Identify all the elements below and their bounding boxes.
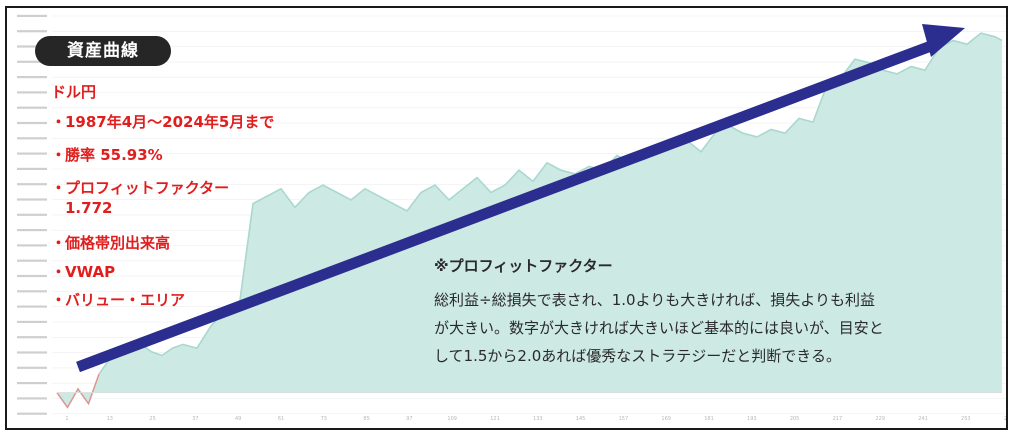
y-tick-label [17,121,47,125]
y-tick-label [17,198,47,201]
explanation-line: が大きい。数字が大きければ大きいほど基本的には良いが、目安と [434,319,884,337]
y-tick-label [17,412,47,415]
note-pair: ドル円 [51,83,97,101]
x-tick-label: 253 [961,416,971,422]
x-tick-label: 49 [235,416,241,422]
explanation-line: して1.5から2.0あれば優秀なストラテジーだと判断できる。 [434,347,841,365]
x-tick-label: 13 [107,416,113,422]
y-tick-label [17,76,47,79]
y-tick-label [17,30,47,33]
x-tick-label: 97 [406,416,412,422]
y-tick-label [17,274,47,278]
x-tick-label: 61 [278,416,284,422]
x-tick-label: 193 [747,416,757,422]
y-tick-label [17,259,47,262]
x-tick-label: 217 [833,416,843,422]
y-tick-label [17,305,47,308]
note-indicator-3: バリュー・エリア [65,291,186,309]
x-tick-label: 205 [790,416,800,422]
y-tick-label [17,320,47,323]
x-tick-label: 85 [363,416,369,422]
y-tick-label [17,60,47,63]
explanation-title: ※プロフィットファクター [434,257,613,275]
equity-area [57,33,1002,408]
x-tick-label: 109 [447,416,457,422]
trend-arrow-shaft [76,40,933,373]
y-tick-label [17,213,47,216]
note-period: 1987年4月〜2024年5月まで [65,113,275,131]
note-winrate: 勝率 55.93% [65,146,163,164]
y-tick-label [17,106,47,109]
y-tick-label [17,14,47,17]
x-tick-label: 229 [875,416,885,422]
chart-frame: 1 13 25 37 49 61 73 85 97 109 121 133 145 157 169 181 19… [5,6,1008,430]
x-tick-label: 121 [490,416,500,422]
explanation-line: 総利益÷総損失で表され、1.0よりも大きければ、損失よりも利益 [434,291,875,309]
y-tick-label [17,244,47,247]
y-tick-label [17,290,47,293]
y-tick-label [17,351,47,354]
x-tick-label: 37 [192,416,198,422]
x-tick-label: 25 [149,416,155,422]
x-tick-label: 181 [704,416,714,422]
note-bullet: ・ [51,146,67,164]
x-tick-label: 1 [65,416,68,422]
x-tick-label: 169 [661,416,671,422]
note-indicator-1: 価格帯別出来高 [65,234,171,252]
y-tick-label [17,366,47,369]
trend-arrow-head [922,24,965,57]
note-pf-value: 1.772 [65,199,113,217]
y-tick-label [17,397,47,400]
x-tick-label: 73 [321,416,327,422]
equity-loss-segment [56,373,100,409]
y-tick-label [17,382,47,385]
chart-title-badge: 資産曲線 [35,36,171,66]
note-bullet: ・ [51,291,67,309]
x-tick-label: 133 [533,416,543,422]
note-pf-label: プロフィットファクター [65,179,230,197]
y-tick-label [17,229,47,232]
y-tick-label [17,336,47,339]
y-tick-label [17,167,47,170]
y-axis-ticks [17,14,47,415]
equity-curve-chart: 1 13 25 37 49 61 73 85 97 109 121 133 145 157 169 181 19… [17,14,1008,422]
trend-arrow [76,24,965,373]
note-bullet: ・ [51,113,67,131]
y-tick-label [17,45,47,48]
x-tick-label: 265 [1004,416,1008,422]
note-bullet: ・ [51,179,67,197]
y-tick-label [17,152,47,155]
profit-factor-explanation: ※プロフィットファクター 総利益÷総損失で表され、1.0よりも大きければ、損失よ… [434,255,1006,370]
y-tick-label [17,183,47,186]
x-tick-label: 157 [619,416,629,422]
note-bullet: ・ [51,234,67,252]
y-tick-label [17,91,47,94]
note-indicator-2: VWAP [65,263,116,281]
explanation-body: 総利益÷総損失で表され、1.0よりも大きければ、損失よりも利益 が大きい。数字が… [434,286,1006,370]
x-tick-label: 145 [576,416,586,422]
y-tick-label [17,137,47,140]
note-bullet: ・ [51,263,67,281]
x-axis-ticks: 1 13 25 37 49 61 73 85 97 109 121 133 145 157 169 181 19… [65,416,1008,422]
x-tick-label: 241 [918,416,928,422]
